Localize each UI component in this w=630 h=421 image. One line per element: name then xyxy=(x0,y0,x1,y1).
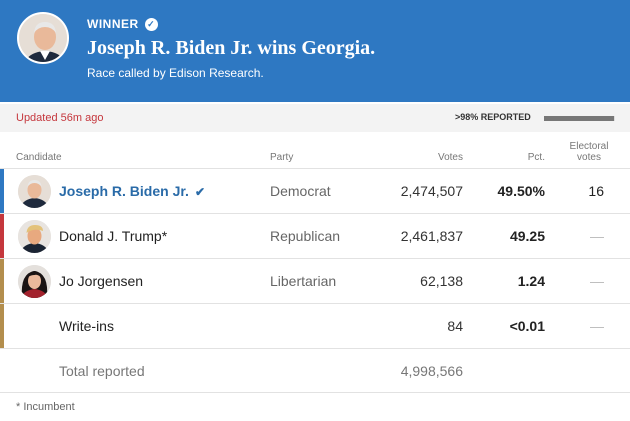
candidate-electoral-votes: 16 xyxy=(588,183,604,199)
total-votes: 4,998,566 xyxy=(400,363,463,379)
candidate-pct: 1.24 xyxy=(517,273,545,289)
candidate-name: Write-ins xyxy=(59,318,114,334)
party-stripe xyxy=(0,259,4,304)
candidate-electoral-votes: — xyxy=(590,228,604,244)
race-call-source: Race called by Edison Research. xyxy=(87,66,264,80)
winner-check-icon: ✓ xyxy=(144,17,158,31)
candidate-avatar xyxy=(18,175,51,208)
candidate-avatar xyxy=(18,220,51,253)
candidate-votes: 2,461,837 xyxy=(400,228,463,244)
candidate-votes: 2,474,507 xyxy=(400,183,463,199)
reported-label: >98% REPORTED xyxy=(455,112,531,122)
table-row: Jo Jorgensen Libertarian 62,138 1.24 — xyxy=(0,258,630,304)
candidate-votes: 84 xyxy=(447,318,463,334)
candidate-pct: 49.50% xyxy=(497,183,545,199)
candidate-pct: 49.25 xyxy=(509,228,545,244)
candidate-pct: <0.01 xyxy=(509,318,545,334)
candidate-votes: 62,138 xyxy=(420,273,463,289)
headline: Joseph R. Biden Jr. wins Georgia. xyxy=(87,37,376,59)
total-row: Total reported 4,998,566 xyxy=(0,348,630,393)
candidate-name: Jo Jorgensen xyxy=(59,273,144,289)
party-stripe xyxy=(0,304,4,349)
candidate-party: Democrat xyxy=(270,183,331,199)
candidate-name: Donald J. Trump* xyxy=(59,228,168,244)
table-row: Write-ins 84 <0.01 — xyxy=(0,303,630,349)
reported-progress-fill xyxy=(544,116,614,121)
column-party: Party xyxy=(270,152,294,163)
column-electoral-votes: Electoral votes xyxy=(569,141,609,163)
candidate-electoral-votes: — xyxy=(590,273,604,289)
party-stripe xyxy=(0,169,4,214)
winner-avatar xyxy=(17,12,69,64)
candidate-avatar xyxy=(18,265,51,298)
table-row: Joseph R. Biden Jr. ✔ Democrat 2,474,507 … xyxy=(0,168,630,214)
candidate-party: Republican xyxy=(270,228,341,244)
column-pct: Pct. xyxy=(527,152,545,163)
candidate-electoral-votes: — xyxy=(590,318,604,334)
winner-label: WINNER ✓ xyxy=(87,17,158,31)
status-bar: Updated 56m ago >98% REPORTED xyxy=(0,104,630,132)
candidate-name: Joseph R. Biden Jr. ✔ xyxy=(59,183,205,199)
table-row: Donald J. Trump* Republican 2,461,837 49… xyxy=(0,213,630,259)
updated-time: Updated 56m ago xyxy=(16,112,104,124)
column-votes: Votes xyxy=(437,152,463,163)
party-stripe xyxy=(0,214,4,259)
footnote: * Incumbent xyxy=(16,401,75,413)
winner-banner: WINNER ✓ Joseph R. Biden Jr. wins Georgi… xyxy=(0,0,630,102)
candidate-party: Libertarian xyxy=(270,273,337,289)
reported-progress-bar xyxy=(544,116,615,121)
winner-check-icon: ✔ xyxy=(194,185,205,199)
column-candidate: Candidate xyxy=(16,152,62,163)
total-label: Total reported xyxy=(59,363,145,379)
